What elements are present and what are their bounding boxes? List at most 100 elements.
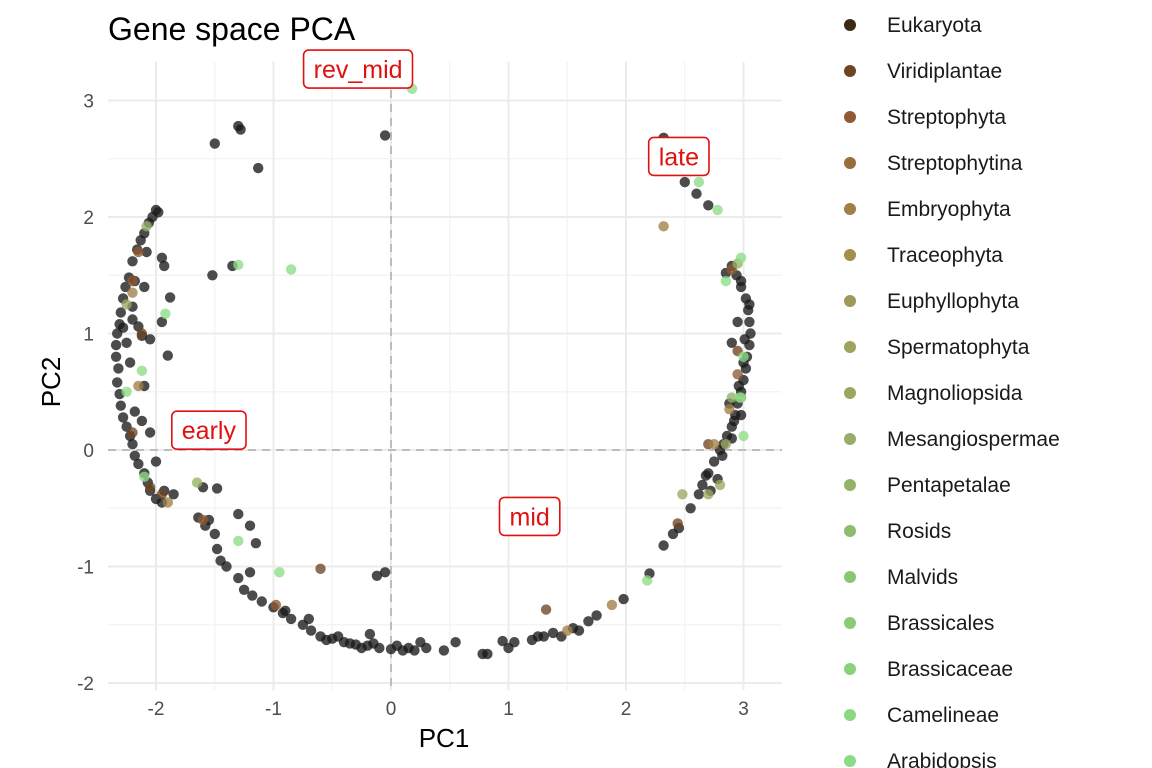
legend-key <box>844 65 856 77</box>
data-point <box>133 380 144 392</box>
data-point <box>127 439 138 450</box>
data-point <box>735 252 747 263</box>
data-point <box>708 456 720 467</box>
data-point <box>120 281 131 293</box>
legend-key <box>844 341 856 353</box>
legend-label: Rosids <box>887 520 951 543</box>
data-point <box>658 221 669 232</box>
legend-item: Spermatophyta <box>844 336 1030 359</box>
data-point <box>270 599 282 611</box>
data-point <box>280 605 291 616</box>
legend-label: Magnoliopsida <box>887 382 1023 405</box>
data-point <box>144 482 156 493</box>
legend-key <box>844 663 856 675</box>
annotation-mid: mid <box>498 496 561 537</box>
legend-item: Embryophyta <box>844 198 1011 221</box>
data-point <box>209 138 220 149</box>
x-tick-labels: -2 -1 0 1 2 3 <box>148 699 749 720</box>
legend-label: Spermatophyta <box>887 336 1030 359</box>
legend-item: Malvids <box>844 566 958 589</box>
data-point <box>303 613 314 625</box>
legend-key <box>844 709 856 721</box>
legend-label: Streptophytina <box>887 152 1023 175</box>
data-point <box>127 427 138 438</box>
y-tick-label: 1 <box>83 325 94 346</box>
annotation-box <box>171 410 247 450</box>
data-point <box>732 316 743 328</box>
annotation-rev_mid: rev_mid <box>302 49 414 89</box>
legend-key <box>844 571 856 583</box>
data-point <box>738 351 749 362</box>
data-point <box>714 479 726 491</box>
legend-key <box>844 203 856 215</box>
data-point <box>115 307 127 318</box>
legend-label: Traceophyta <box>887 244 1003 267</box>
legend-item: Brassicales <box>844 612 994 635</box>
data-point <box>697 479 708 491</box>
data-point <box>728 415 740 427</box>
legend-label: Malvids <box>887 566 958 589</box>
data-point <box>693 489 705 500</box>
data-point <box>136 365 148 376</box>
data-point <box>162 350 173 361</box>
data-point <box>285 613 297 625</box>
x-tick-label: -2 <box>148 699 165 720</box>
data-point <box>371 570 383 581</box>
data-point <box>724 404 735 415</box>
data-point <box>720 439 732 450</box>
x-tick-label: -1 <box>265 699 282 720</box>
data-point <box>734 392 746 403</box>
data-point <box>112 377 123 388</box>
annotation-label: mid <box>510 503 550 531</box>
data-point <box>538 631 549 642</box>
data-point <box>110 351 122 362</box>
annotation-label: early <box>182 417 237 445</box>
data-point <box>450 637 461 648</box>
data-point <box>726 337 737 348</box>
data-point <box>672 518 683 529</box>
data-point <box>618 593 629 605</box>
data-point <box>129 450 140 461</box>
data-point <box>235 124 246 135</box>
data-point <box>497 635 508 647</box>
data-point <box>141 246 152 258</box>
data-point <box>144 427 156 438</box>
legend-key <box>844 249 856 261</box>
annotation-box <box>647 136 710 177</box>
data-point <box>717 450 728 461</box>
data-point <box>344 638 356 649</box>
legend-label: Eukaryota <box>887 14 982 37</box>
data-point <box>127 287 138 298</box>
data-point <box>735 275 747 287</box>
legend-item: Eukaryota <box>844 14 982 37</box>
data-point <box>233 535 244 547</box>
legend-item: Magnoliopsida <box>844 382 1023 405</box>
data-point <box>168 489 179 500</box>
data-point <box>332 631 344 642</box>
data-point <box>136 328 148 339</box>
data-point <box>113 363 124 374</box>
data-point <box>110 339 122 351</box>
data-point <box>129 406 140 417</box>
legend-label: Brassicales <box>887 612 994 635</box>
data-point <box>712 204 723 216</box>
legend-item: Traceophyta <box>844 244 1003 267</box>
data-point <box>211 483 223 494</box>
x-tick-label: 1 <box>503 699 514 720</box>
data-points <box>110 83 756 660</box>
data-point <box>250 538 262 549</box>
legend-item: Camelineae <box>844 704 999 727</box>
data-point <box>509 637 520 648</box>
data-point <box>733 380 744 392</box>
data-point <box>364 628 376 640</box>
data-point <box>156 489 168 500</box>
data-point <box>244 567 256 578</box>
data-point <box>244 520 256 531</box>
data-point <box>562 625 573 636</box>
data-point <box>160 308 171 319</box>
data-point <box>117 322 129 333</box>
y-tick-label: 0 <box>83 441 94 462</box>
legend-item: Euphyllophyta <box>844 290 1019 313</box>
legend-key <box>844 19 856 31</box>
